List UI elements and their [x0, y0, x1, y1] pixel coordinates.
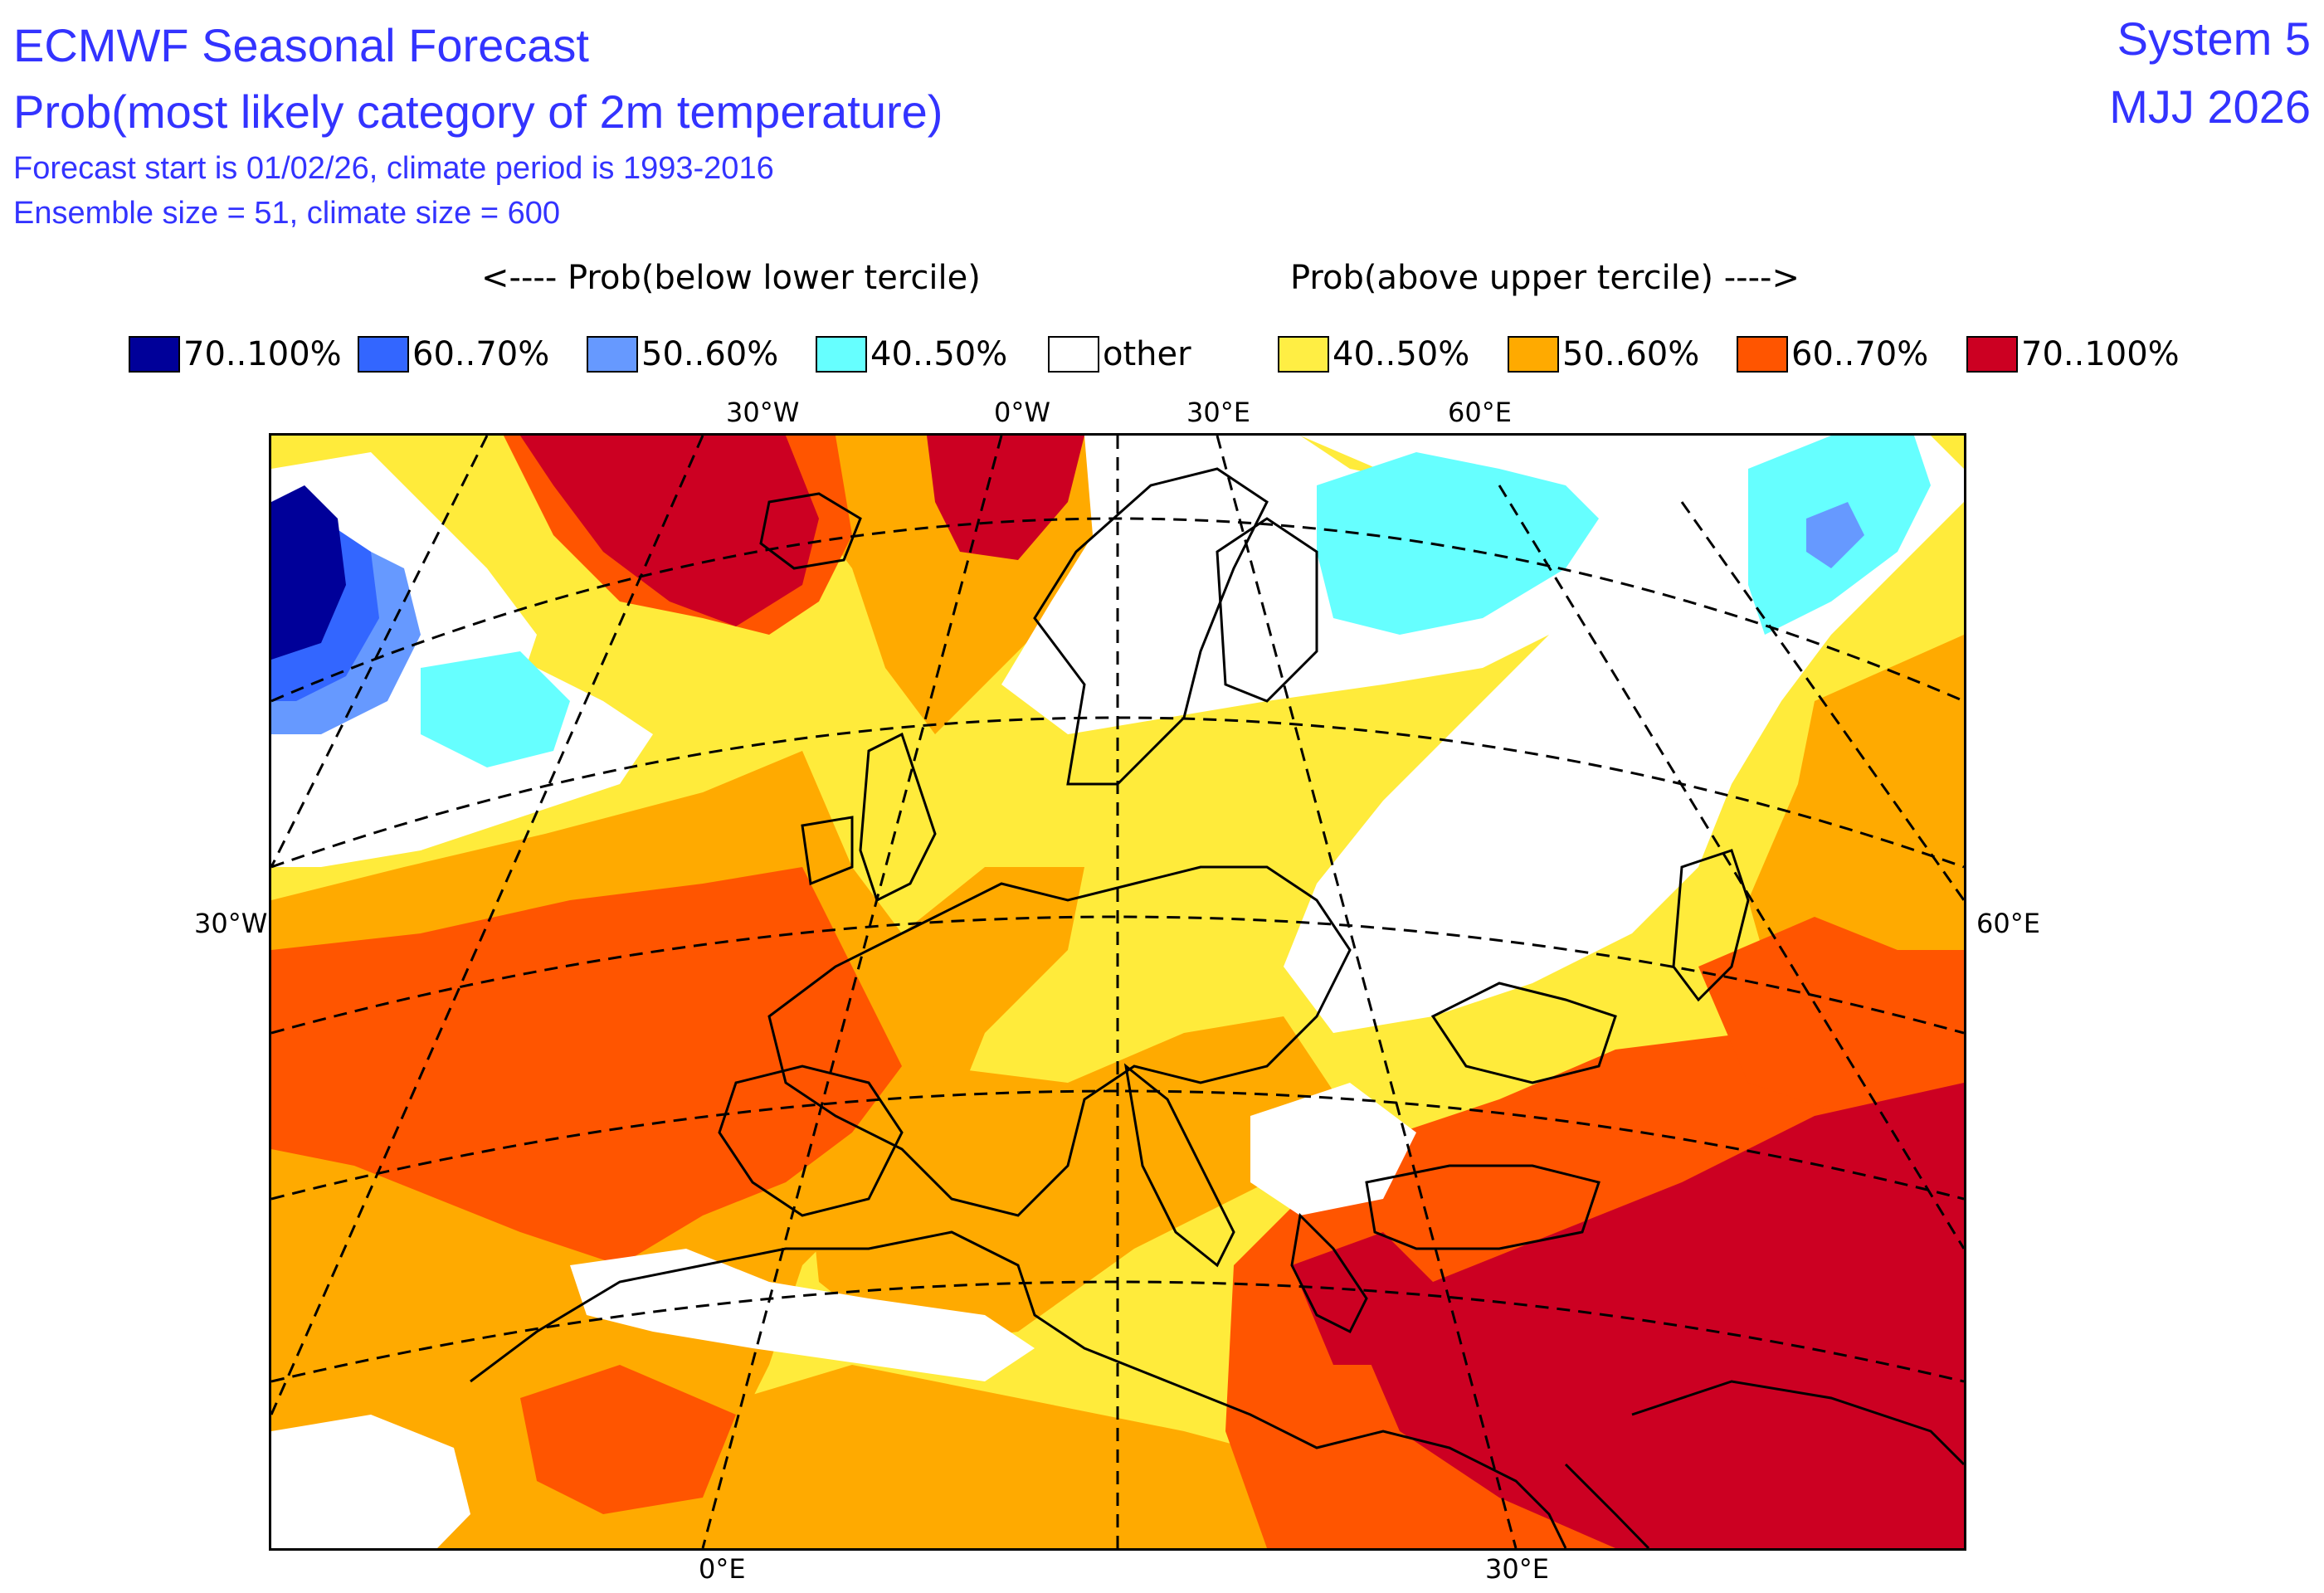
- chart-subtitle: Prob(most likely category of 2m temperat…: [13, 85, 943, 138]
- meridian-west: [271, 436, 489, 868]
- legend-swatch: [129, 336, 180, 373]
- parallel-70n: [271, 517, 1964, 703]
- legend-item-below-70-100: 70..100%: [129, 334, 342, 375]
- legend-label: 40..50%: [1333, 335, 1470, 373]
- legend-label: 70..100%: [183, 335, 342, 373]
- coast-caspian: [1672, 849, 1750, 1002]
- region-darkred-middle-east: [1350, 1083, 1964, 1548]
- coast-black-sea: [1430, 982, 1617, 1084]
- lon-label-top-0w: 0°W: [994, 397, 1050, 428]
- legend-label: 70..100%: [2021, 335, 2180, 373]
- region-blue50-kara: [1806, 502, 1864, 568]
- lat-label-left: 30°W: [194, 908, 268, 939]
- chart-title: ECMWF Seasonal Forecast: [13, 19, 589, 71]
- system-label: System 5: [2117, 12, 2311, 65]
- region-white-sahara: [570, 1249, 1035, 1381]
- legend-item-below-50-60: 50..60%: [587, 334, 778, 375]
- legend-item-below-60-70: 60..70%: [358, 334, 549, 375]
- region-cyan-barents: [1317, 452, 1599, 635]
- legend-label: 60..70%: [1791, 335, 1929, 373]
- region-darkred-north-atlantic: [520, 436, 819, 626]
- legend-label: 50..60%: [1562, 335, 1700, 373]
- lon-label-top-30e: 30°E: [1186, 397, 1250, 428]
- legend-swatch: [358, 336, 409, 373]
- region-redorange-caspian: [1698, 917, 1964, 1116]
- legend-label: 50..60%: [641, 335, 779, 373]
- coast-greece: [1290, 1212, 1368, 1334]
- lon-label-bottom-0e: 0°E: [699, 1553, 746, 1585]
- legend-swatch: [1966, 336, 2018, 373]
- ensemble-size-info: Ensemble size = 51, climate size = 600: [13, 196, 561, 231]
- coast-iceland: [759, 492, 862, 570]
- legend-label: 60..70%: [412, 335, 550, 373]
- coast-red-sea: [1564, 1463, 1650, 1548]
- coastlines: [470, 467, 1964, 1548]
- region-darkred-greece: [1292, 1232, 1449, 1365]
- coast-britain: [859, 732, 937, 903]
- parallel-60n: [271, 716, 1964, 869]
- legend-swatch: [1048, 336, 1099, 373]
- legend-label: other: [1103, 335, 1191, 373]
- meridian-45e: [1498, 485, 1964, 1250]
- legend-item-above-40-50: 40..50%: [1278, 334, 1469, 375]
- graticule: [271, 436, 1964, 1548]
- legend-item-above-60-70: 60..70%: [1737, 334, 1928, 375]
- coast-arabia: [1631, 1380, 1964, 1466]
- legend-below-heading: <---- Prob(below lower tercile): [481, 259, 981, 297]
- coast-turkey: [1365, 1164, 1600, 1250]
- meridian-0: [701, 436, 1003, 1548]
- legend-swatch: [1508, 336, 1559, 373]
- parallel-50n: [271, 915, 1964, 1035]
- meridian-60e: [1680, 501, 1964, 901]
- legend-item-other: other: [1048, 334, 1191, 375]
- region-cyan-greenland-sea: [421, 651, 570, 767]
- region-white-southwest: [271, 1415, 470, 1548]
- legend-above-heading: Prob(above upper tercile) ---->: [1290, 259, 1800, 297]
- legend-item-below-40-50: 40..50%: [816, 334, 1007, 375]
- period-label: MJJ 2026: [2109, 80, 2311, 133]
- coast-scandinavia: [1033, 467, 1269, 786]
- legend-item-above-70-100: 70..100%: [1966, 334, 2180, 375]
- region-white-balkan: [1250, 1083, 1416, 1215]
- region-redorange-atlantic: [271, 867, 902, 1265]
- lon-label-bottom-30e: 30°E: [1485, 1553, 1549, 1585]
- forecast-map: [269, 433, 1966, 1551]
- coast-italy: [1123, 1063, 1235, 1268]
- parallel-40n: [271, 1089, 1964, 1201]
- legend-swatch: [816, 336, 867, 373]
- lat-label-right: 60°E: [1976, 908, 2040, 939]
- legend-swatch: [1278, 336, 1329, 373]
- map-canvas: [271, 436, 1964, 1548]
- region-darkred-norway-sea: [927, 436, 1084, 560]
- region-orange-central: [802, 1016, 1350, 1348]
- forecast-start-info: Forecast start is 01/02/26, climate peri…: [13, 151, 774, 186]
- coast-iberia: [718, 1064, 904, 1217]
- legend-item-above-50-60: 50..60%: [1508, 334, 1699, 375]
- coast-africa: [470, 1230, 1567, 1548]
- meridian-30e: [1216, 436, 1518, 1548]
- region-redorange-iberia: [520, 1365, 736, 1514]
- coast-europe-main: [767, 865, 1352, 1217]
- legend-swatch: [1737, 336, 1788, 373]
- meridian-30w: [271, 436, 704, 1415]
- lon-label-top-60e: 60°E: [1448, 397, 1512, 428]
- coast-finland: [1216, 517, 1318, 703]
- legend-label: 40..50%: [870, 335, 1008, 373]
- coast-ireland: [801, 816, 854, 886]
- legend: 70..100% 60..70% 50..60% 40..50% other 4…: [129, 334, 2203, 375]
- legend-swatch: [587, 336, 638, 373]
- region-orange-south: [686, 1365, 1308, 1548]
- parallel-30n: [271, 1280, 1964, 1383]
- lon-label-top-30w: 30°W: [726, 397, 800, 428]
- region-blue70-greenland: [271, 485, 346, 660]
